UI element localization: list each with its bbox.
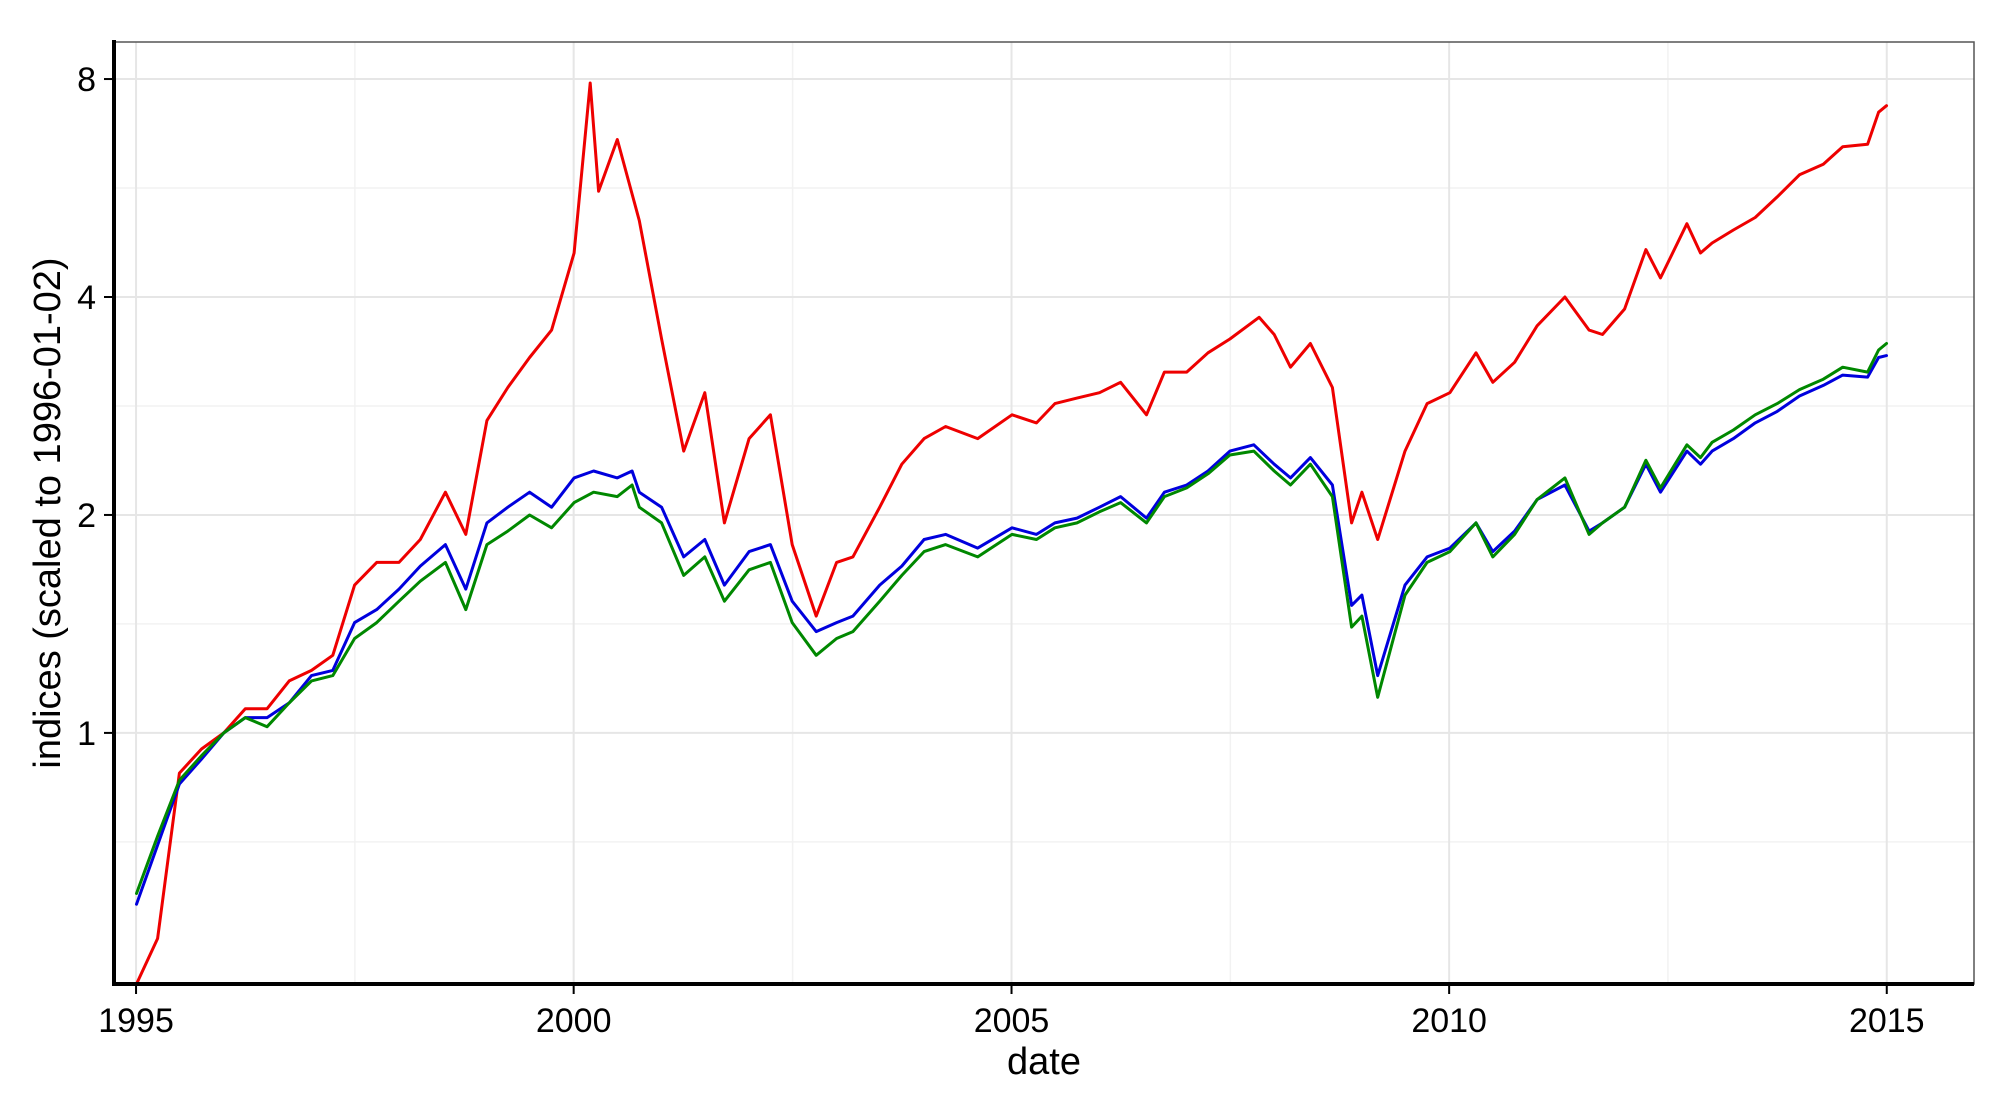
x-tick-label: 2000 bbox=[536, 1002, 612, 1040]
series-line-3 bbox=[135, 342, 1888, 895]
y-tick-label: 4 bbox=[77, 279, 96, 317]
grid-lines bbox=[114, 42, 1974, 984]
x-axis-title: date bbox=[1007, 1041, 1081, 1083]
plot-background bbox=[114, 42, 1974, 984]
x-tick-label: 2010 bbox=[1411, 1002, 1487, 1040]
x-tick-label: 2015 bbox=[1849, 1002, 1925, 1040]
y-tick-label: 2 bbox=[77, 497, 96, 535]
y-tick-label: 8 bbox=[77, 61, 96, 99]
x-tick-label: 2005 bbox=[974, 1002, 1050, 1040]
series-lines bbox=[135, 81, 1888, 986]
series-line-1 bbox=[135, 81, 1888, 986]
x-tick-label: 1995 bbox=[98, 1002, 174, 1040]
axis-ticks: 1995 2000 2005 2010 2015 1 2 4 8 bbox=[77, 61, 1925, 1040]
y-tick-label: 1 bbox=[77, 715, 96, 753]
y-axis-title: indices (scaled to 1996-01-02) bbox=[27, 257, 69, 768]
